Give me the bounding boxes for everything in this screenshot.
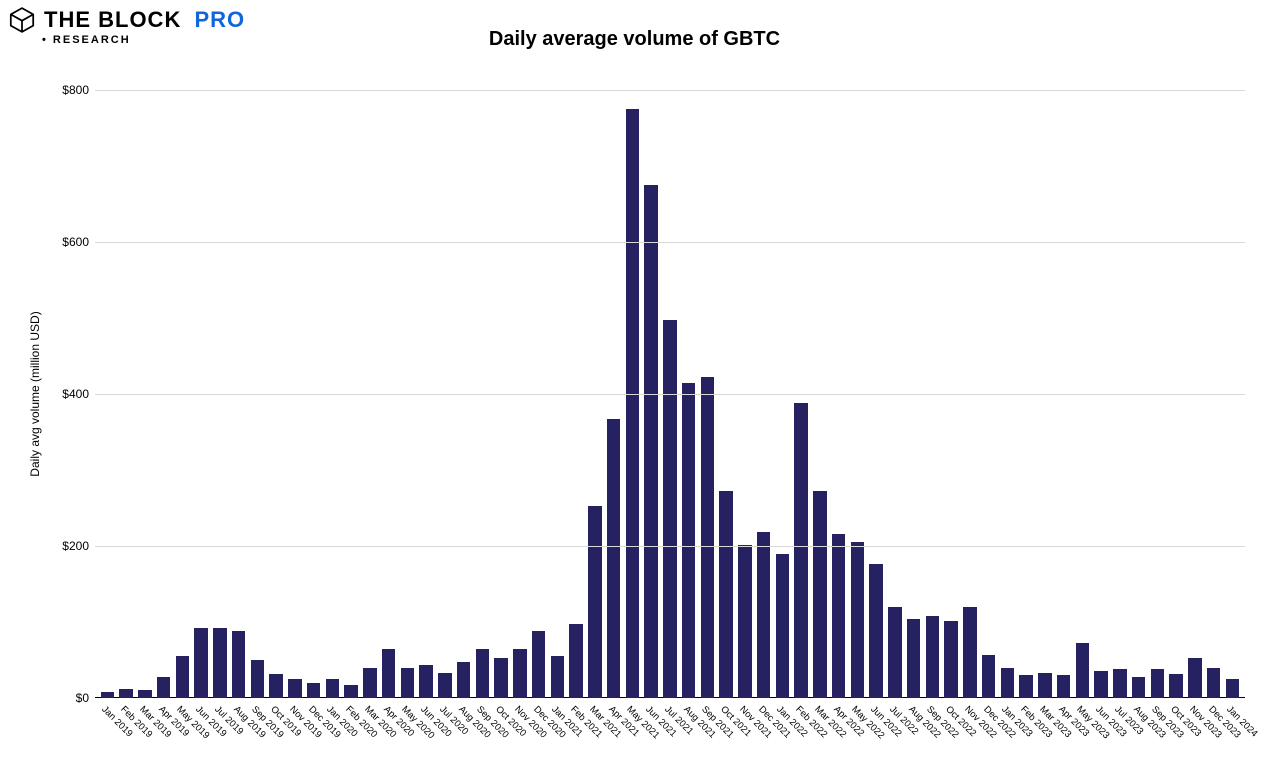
bar: [457, 662, 470, 698]
y-tick-label: $600: [62, 235, 89, 249]
bar: [1226, 679, 1239, 698]
bar: [269, 674, 282, 698]
bar: [813, 491, 826, 698]
bar: [382, 649, 395, 698]
bar: [551, 656, 564, 698]
bar: [532, 631, 545, 698]
y-axis-title: Daily avg volume (million USD): [28, 311, 42, 476]
bar: [701, 377, 714, 698]
bar: [1094, 671, 1107, 698]
bar: [288, 679, 301, 698]
bar: [569, 624, 582, 698]
bar: [251, 660, 264, 698]
bar: [982, 655, 995, 698]
bar: [363, 668, 376, 698]
bar: [869, 564, 882, 698]
bar: [682, 383, 695, 698]
bar: [888, 607, 901, 698]
bar: [851, 542, 864, 698]
bar-chart: Daily avg volume (million USD) $0$200$40…: [95, 90, 1245, 698]
bar: [1076, 643, 1089, 698]
bar: [663, 320, 676, 698]
chart-title: Daily average volume of GBTC: [0, 28, 1269, 51]
bar: [926, 616, 939, 698]
bar: [832, 534, 845, 698]
bar: [1151, 669, 1164, 698]
bar: [138, 690, 151, 698]
bar: [907, 619, 920, 698]
bar: [438, 673, 451, 698]
bar: [213, 628, 226, 698]
bar: [1038, 673, 1051, 698]
bar: [157, 677, 170, 698]
bar: [1113, 669, 1126, 698]
bar: [176, 656, 189, 698]
bar: [307, 683, 320, 698]
gridline: [95, 90, 1245, 91]
bar: [626, 109, 639, 698]
plot-area: [95, 90, 1245, 698]
bar: [794, 403, 807, 698]
y-tick-label: $400: [62, 387, 89, 401]
bar: [944, 621, 957, 698]
bar: [119, 689, 132, 698]
bar: [232, 631, 245, 698]
bar: [1057, 675, 1070, 698]
bar: [776, 554, 789, 698]
bar: [1019, 675, 1032, 698]
bar: [494, 658, 507, 698]
gridline: [95, 394, 1245, 395]
y-tick-label: $0: [76, 691, 89, 705]
bar: [644, 185, 657, 698]
y-axis-ticks: $0$200$400$600$800: [59, 90, 95, 698]
bar: [1188, 658, 1201, 698]
bar: [588, 506, 601, 698]
bar: [344, 685, 357, 698]
y-tick-label: $200: [62, 539, 89, 553]
bar: [101, 692, 114, 698]
bar: [326, 679, 339, 698]
bar: [476, 649, 489, 698]
bar: [963, 607, 976, 698]
bar: [757, 532, 770, 698]
bar: [719, 491, 732, 698]
bar: [1169, 674, 1182, 698]
bar: [1132, 677, 1145, 698]
bar: [607, 419, 620, 698]
bar: [1001, 668, 1014, 698]
page-root: THE BLOCK PRO RESEARCH Daily average vol…: [0, 0, 1269, 766]
y-tick-label: $800: [62, 83, 89, 97]
gridline: [95, 242, 1245, 243]
bar: [513, 649, 526, 698]
bar: [738, 545, 751, 698]
bar: [401, 668, 414, 698]
bar: [1207, 668, 1220, 698]
gridline: [95, 546, 1245, 547]
bar: [194, 628, 207, 698]
bar: [419, 665, 432, 698]
